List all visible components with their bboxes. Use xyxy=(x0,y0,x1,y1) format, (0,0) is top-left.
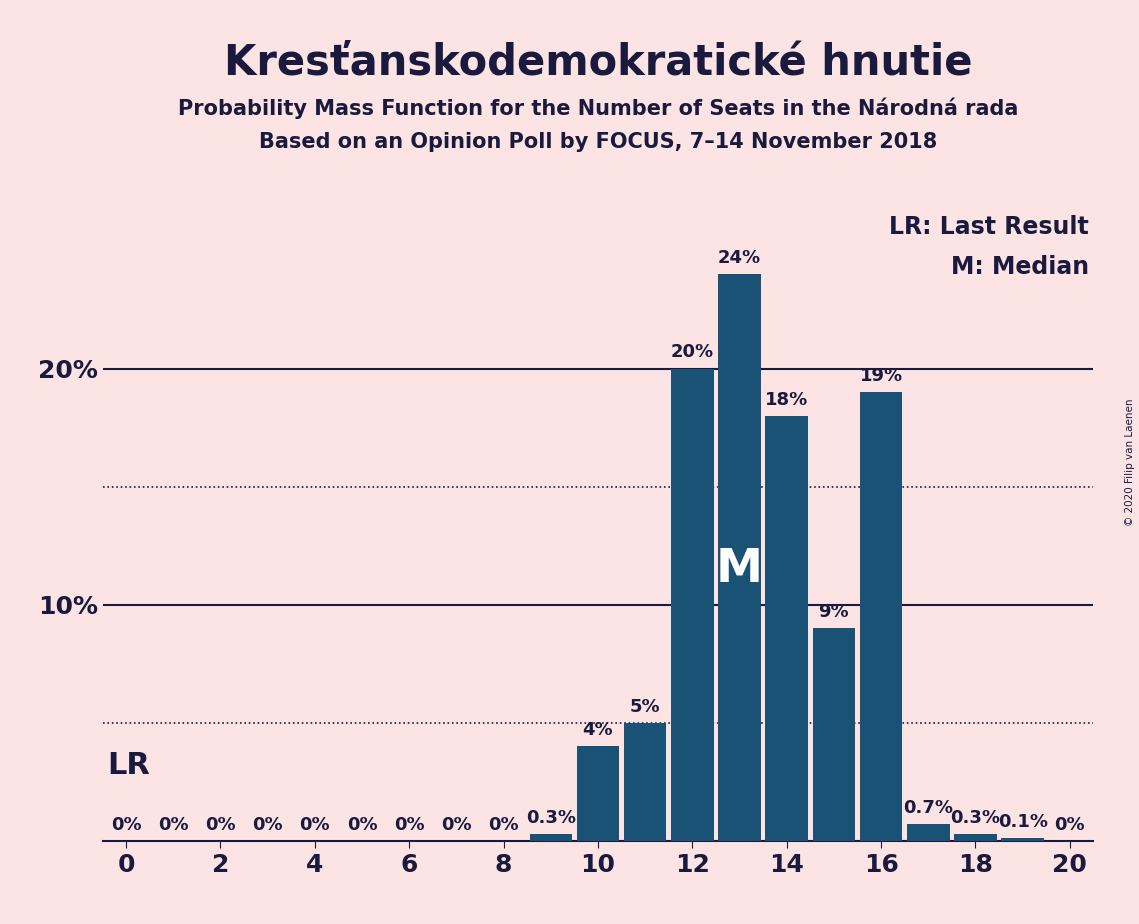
Text: 19%: 19% xyxy=(860,367,903,385)
Text: 4%: 4% xyxy=(583,722,613,739)
Bar xyxy=(907,824,950,841)
Text: 0%: 0% xyxy=(300,816,330,833)
Text: LR: LR xyxy=(107,751,150,780)
Text: 0%: 0% xyxy=(1055,816,1085,833)
Text: 0%: 0% xyxy=(346,816,377,833)
Bar xyxy=(813,628,855,841)
Text: 0%: 0% xyxy=(253,816,282,833)
Text: M: Median: M: Median xyxy=(951,255,1089,279)
Bar xyxy=(576,747,620,841)
Text: 0%: 0% xyxy=(158,816,189,833)
Text: M: M xyxy=(716,547,763,591)
Bar xyxy=(671,369,713,841)
Text: Based on an Opinion Poll by FOCUS, 7–14 November 2018: Based on an Opinion Poll by FOCUS, 7–14 … xyxy=(259,132,937,152)
Bar xyxy=(954,833,997,841)
Bar xyxy=(860,392,902,841)
Text: Kresťanskodemokratické hnutie: Kresťanskodemokratické hnutie xyxy=(223,42,973,83)
Text: 0%: 0% xyxy=(205,816,236,833)
Bar xyxy=(530,833,572,841)
Text: 0.1%: 0.1% xyxy=(998,813,1048,832)
Text: 0%: 0% xyxy=(489,816,519,833)
Text: 18%: 18% xyxy=(765,391,809,408)
Text: 0.3%: 0.3% xyxy=(950,808,1000,827)
Text: 24%: 24% xyxy=(718,249,761,267)
Text: 0.3%: 0.3% xyxy=(526,808,576,827)
Bar xyxy=(719,274,761,841)
Text: Probability Mass Function for the Number of Seats in the Národná rada: Probability Mass Function for the Number… xyxy=(178,97,1018,118)
Text: 0%: 0% xyxy=(110,816,141,833)
Text: 9%: 9% xyxy=(819,603,850,621)
Text: 20%: 20% xyxy=(671,344,714,361)
Bar xyxy=(1001,838,1044,841)
Text: © 2020 Filip van Laenen: © 2020 Filip van Laenen xyxy=(1125,398,1134,526)
Bar xyxy=(624,723,666,841)
Text: 0%: 0% xyxy=(441,816,472,833)
Bar xyxy=(765,416,808,841)
Text: 0%: 0% xyxy=(394,816,425,833)
Text: 0.7%: 0.7% xyxy=(903,799,953,817)
Text: LR: Last Result: LR: Last Result xyxy=(888,215,1089,239)
Text: 5%: 5% xyxy=(630,698,661,716)
